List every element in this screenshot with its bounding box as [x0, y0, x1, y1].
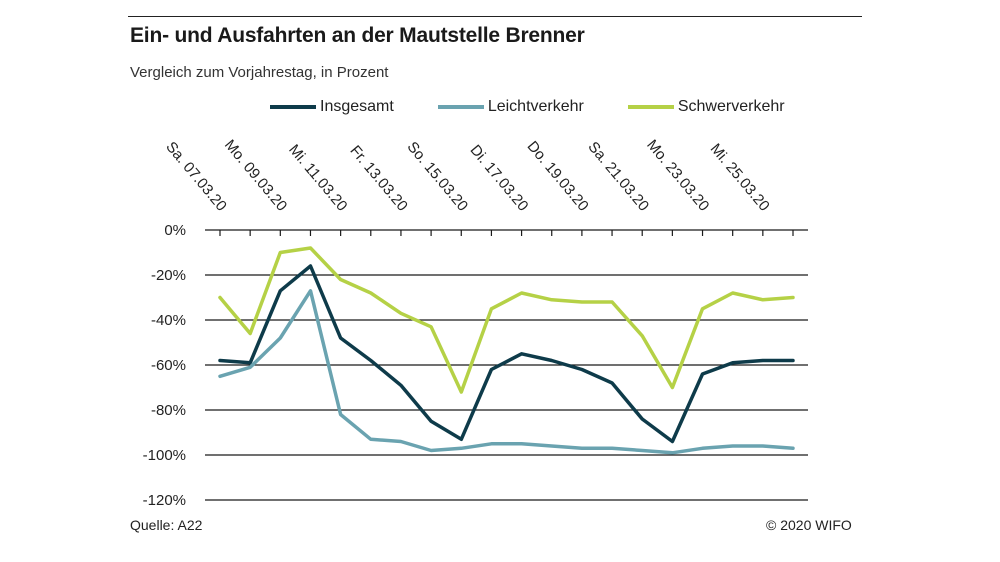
y-tick-label: -80% [151, 402, 186, 419]
y-axis-tick-labels: 0% -20% -40% -60% -80% -100% -120% [143, 222, 186, 509]
legend-swatch-insgesamt [270, 105, 316, 109]
legend-label-insgesamt: Insgesamt [320, 98, 394, 115]
copyright-note: © 2020 WIFO [766, 517, 852, 533]
legend-item-schwerverkehr: Schwerverkehr [627, 98, 785, 116]
y-tick-label: -120% [143, 492, 186, 509]
legend-label-leichtverkehr: Leichtverkehr [487, 98, 584, 115]
x-tick-label: Mi. 25.03.20 [707, 140, 773, 214]
legend: Insgesamt Leichtverkehr Schwerverkehr [270, 95, 829, 119]
x-tick-label: Sa. 07.03.20 [162, 138, 230, 214]
series-line-insgesamt [218, 264, 795, 444]
y-tick-label: -100% [143, 447, 186, 464]
y-tick-label: 0% [164, 222, 186, 239]
legend-swatch-schwerverkehr [627, 105, 674, 109]
legend-item-insgesamt: Insgesamt [270, 98, 394, 116]
x-tick-label: Mi. 11.03.20 [285, 141, 350, 214]
x-tick-label: Fr. 13.03.20 [346, 142, 410, 214]
x-tick-label: Di. 17.03.20 [467, 142, 532, 215]
legend-swatch-leichtverkehr [437, 105, 484, 109]
source-note: Quelle: A22 [130, 517, 203, 533]
x-tick-label: Mo. 23.03.20 [643, 137, 712, 215]
grid-lines [205, 229, 808, 501]
series-lines [218, 246, 795, 455]
y-tick-label: -60% [151, 357, 186, 374]
x-tick-label: So. 15.03.20 [404, 138, 472, 214]
x-tick-label: Sa. 21.03.20 [584, 138, 652, 214]
legend-item-leichtverkehr: Leichtverkehr [437, 98, 584, 116]
legend-label-schwerverkehr: Schwerverkehr [677, 98, 785, 115]
top-rule [128, 16, 862, 17]
series-line-schwerverkehr [218, 246, 795, 394]
x-tick-label: Mo. 09.03.20 [221, 137, 290, 215]
chart-subtitle: Vergleich zum Vorjahrestag, in Prozent [130, 64, 389, 81]
y-tick-label: -40% [151, 312, 186, 329]
chart-title: Ein- und Ausfahrten an der Mautstelle Br… [130, 24, 585, 47]
x-tick-label: Do. 19.03.20 [524, 138, 592, 215]
y-tick-label: -20% [151, 267, 186, 284]
series-line-leichtverkehr [218, 289, 795, 455]
